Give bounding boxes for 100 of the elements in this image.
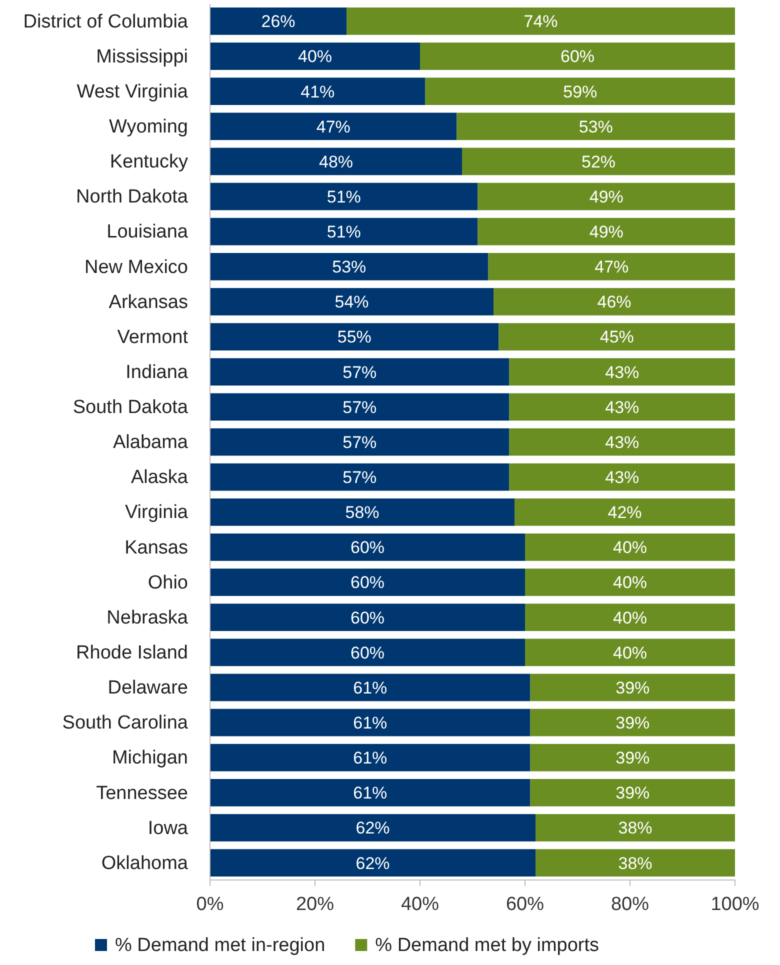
- bar: [509, 463, 735, 491]
- y-tick-label: Kentucky: [110, 152, 188, 173]
- bar: [494, 288, 735, 316]
- data-label: 43%: [605, 398, 640, 417]
- x-tick-label: 40%: [400, 894, 440, 915]
- y-tick-label: North Dakota: [76, 186, 188, 208]
- bar: [210, 218, 478, 246]
- y-tick-label: Virginia: [124, 502, 188, 524]
- y-tick-label: Mississippi: [96, 46, 188, 68]
- y-tick-label: Wyoming: [108, 116, 188, 138]
- x-tick-label: 60%: [506, 894, 544, 915]
- bar: [210, 182, 478, 210]
- y-tick-label: Rhode Island: [76, 642, 188, 664]
- x-tick-label: 100%: [710, 894, 760, 915]
- bar: [210, 568, 525, 596]
- data-label: 45%: [600, 328, 634, 347]
- bar: [536, 814, 735, 842]
- data-label: 38%: [618, 818, 652, 838]
- bar: [478, 182, 735, 210]
- bar: [425, 78, 735, 105]
- data-label: 38%: [618, 854, 652, 873]
- data-label: 41%: [300, 82, 335, 102]
- bar: [478, 218, 735, 246]
- bar: [530, 708, 735, 736]
- bar: [514, 498, 735, 526]
- x-tick-label: 80%: [610, 894, 650, 915]
- bar: [530, 744, 735, 772]
- y-tick-label: Delaware: [108, 678, 188, 699]
- y-tick-label: Alaska: [130, 467, 188, 488]
- legend-label: % Demand met in-region: [115, 935, 326, 956]
- data-label: 51%: [326, 187, 361, 206]
- data-label: 74%: [524, 12, 558, 32]
- data-label: 60%: [350, 608, 385, 628]
- y-tick-label: Tennessee: [96, 782, 188, 804]
- data-label: 61%: [353, 678, 388, 698]
- bar: [346, 8, 735, 35]
- bar: [488, 252, 735, 280]
- data-label: 47%: [316, 117, 350, 136]
- bar: [210, 252, 488, 280]
- x-tick-label: 20%: [296, 894, 334, 915]
- bar: [210, 393, 510, 421]
- data-label: 40%: [612, 643, 648, 662]
- bar: [210, 604, 525, 632]
- bar: [210, 498, 514, 526]
- bar: [525, 604, 735, 632]
- data-label: 55%: [337, 328, 372, 347]
- bar: [210, 674, 530, 702]
- bar: [498, 323, 735, 350]
- y-tick-label: Vermont: [117, 326, 189, 348]
- bar: [210, 708, 530, 736]
- data-label: 57%: [342, 398, 377, 417]
- bar: [210, 744, 530, 772]
- data-label: 40%: [612, 573, 648, 592]
- y-tick-label: Nebraska: [106, 607, 188, 628]
- data-label: 48%: [318, 152, 354, 172]
- data-label: 43%: [605, 362, 640, 382]
- y-tick-label: Ohio: [148, 572, 188, 594]
- data-label: 39%: [616, 784, 650, 803]
- data-label: 53%: [578, 117, 613, 136]
- bar: [462, 148, 735, 176]
- data-label: 40%: [612, 538, 648, 558]
- bar: [210, 288, 494, 316]
- bar: [530, 674, 735, 702]
- bar: [210, 42, 420, 70]
- y-tick-label: Oklahoma: [101, 852, 188, 874]
- bar: [210, 534, 525, 561]
- data-label: 49%: [589, 222, 624, 242]
- y-tick-label: West Virginia: [76, 81, 188, 102]
- bar: [509, 428, 735, 456]
- data-label: 39%: [616, 713, 650, 732]
- data-label: 43%: [605, 432, 640, 452]
- bar: [210, 8, 346, 35]
- bar: [210, 463, 510, 491]
- y-tick-label: South Carolina: [62, 712, 188, 734]
- data-label: 59%: [563, 82, 598, 102]
- data-label: 54%: [334, 292, 369, 312]
- legend-label: % Demand met by imports: [375, 935, 600, 956]
- data-label: 61%: [353, 748, 388, 768]
- data-label: 58%: [345, 503, 380, 522]
- bar: [456, 112, 735, 140]
- data-label: 39%: [616, 678, 650, 698]
- data-label: 53%: [332, 258, 366, 277]
- data-label: 51%: [326, 222, 361, 242]
- bar: [210, 78, 426, 105]
- data-label: 60%: [350, 538, 385, 558]
- data-label: 52%: [581, 152, 616, 172]
- bar: [210, 849, 536, 876]
- data-label: 61%: [353, 713, 388, 732]
- y-tick-label: Kansas: [124, 537, 188, 558]
- bar: [210, 779, 530, 806]
- data-label: 40%: [612, 608, 648, 628]
- y-tick-label: Michigan: [112, 748, 188, 769]
- y-tick-label: Iowa: [148, 818, 188, 839]
- y-tick-label: District of Columbia: [23, 11, 188, 32]
- data-label: 60%: [560, 47, 595, 66]
- y-tick-label: Louisiana: [106, 222, 188, 243]
- y-tick-label: Arkansas: [108, 292, 188, 313]
- data-label: 57%: [342, 432, 377, 452]
- bar: [210, 148, 462, 176]
- data-label: 60%: [350, 573, 385, 592]
